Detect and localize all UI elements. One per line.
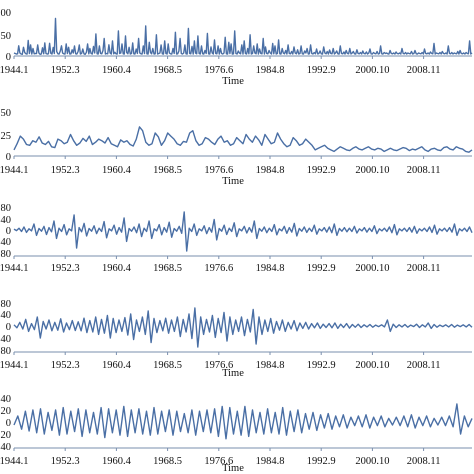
x-tick-label: 1952.3 [51, 65, 80, 76]
x-tick-label: 2000.10 [355, 65, 389, 76]
x-tick-label: 1992.9 [307, 65, 336, 76]
panel-a: 00 50 0 1944.1 1952.3 1960.4 1968.5 1976.6 1984.… [0, 8, 473, 87]
x-tick-label: 1960.4 [102, 360, 132, 371]
panel-b: 50 25 0 1944.1 1952.3 1960.4 1968.5 1976.6 1984.… [0, 108, 473, 187]
y-tick-label: 40 [1, 334, 12, 345]
y-tick-label: 20 [1, 430, 12, 441]
x-tick-label: 1960.4 [102, 263, 132, 274]
series-line [13, 17, 473, 55]
x-tick-label: 2000.10 [355, 263, 389, 274]
x-tick-label: 1968.5 [153, 360, 182, 371]
x-tick-label: 1952.3 [51, 263, 80, 274]
x-tick-label: 1952.3 [51, 360, 80, 371]
x-axis-title: Time [222, 76, 244, 87]
x-tick-label: 1992.9 [307, 456, 336, 467]
y-tick-label: 40 [1, 442, 12, 453]
x-tick-label: 1944.1 [0, 165, 28, 176]
x-tick-label: 1952.3 [51, 456, 80, 467]
x-tick-label: 1960.4 [102, 165, 132, 176]
y-tick-label: 80 [1, 203, 12, 214]
x-tick-label: 1944.1 [0, 456, 28, 467]
x-tick-label: 1976.6 [204, 263, 233, 274]
y-tick-label: 0 [6, 226, 11, 237]
x-tick-label: 1952.3 [51, 165, 80, 176]
x-tick-label: 1992.9 [307, 360, 336, 371]
x-tick-label: 1976.6 [204, 165, 233, 176]
y-tick-label: 80 [1, 346, 12, 357]
series-line [13, 403, 473, 440]
y-tick-label: 80 [1, 249, 12, 260]
x-tick-label: 2008.11 [407, 263, 441, 274]
y-tick-label: 0 [6, 152, 11, 163]
y-tick-label: 0 [6, 52, 11, 63]
x-tick-label: 1984.8 [256, 456, 285, 467]
y-tick-label: 40 [1, 394, 12, 405]
y-tick-label: 50 [1, 31, 12, 42]
y-tick-label: 40 [1, 215, 12, 226]
x-tick-label: 2008.11 [407, 360, 441, 371]
x-axis-title: Time [222, 176, 244, 187]
x-tick-label: 1984.8 [256, 360, 285, 371]
x-axis-title: Time [222, 463, 244, 474]
y-tick-label: 00 [1, 8, 12, 19]
series-line [13, 211, 473, 252]
x-tick-label: 2000.10 [355, 360, 389, 371]
x-tick-label: 1976.6 [204, 456, 233, 467]
x-tick-label: 1968.5 [153, 263, 182, 274]
y-tick-label: 0 [6, 322, 11, 333]
x-tick-label: 2008.11 [407, 456, 441, 467]
y-tick-label: 20 [1, 406, 12, 417]
x-tick-label: 1968.5 [153, 456, 182, 467]
x-tick-label: 2000.10 [355, 456, 389, 467]
x-axis-title: Time [222, 368, 244, 379]
x-tick-label: 1984.8 [256, 65, 285, 76]
y-tick-label: 50 [1, 108, 12, 119]
x-tick-label: 1968.5 [153, 165, 182, 176]
y-tick-label: 0 [6, 418, 11, 429]
x-tick-label: 1960.4 [102, 65, 132, 76]
x-tick-label: 1944.1 [0, 263, 28, 274]
x-tick-label: 1944.1 [0, 65, 28, 76]
series-line [13, 126, 473, 153]
x-tick-label: 1968.5 [153, 65, 182, 76]
x-tick-label: 1944.1 [0, 360, 28, 371]
x-tick-label: 2008.11 [407, 65, 441, 76]
x-tick-label: 2000.10 [355, 165, 389, 176]
y-tick-label: 40 [1, 237, 12, 248]
x-tick-label: 1984.8 [256, 263, 285, 274]
y-tick-label: 25 [1, 131, 12, 142]
x-tick-label: 1984.8 [256, 165, 285, 176]
x-tick-label: 1960.4 [102, 456, 132, 467]
x-tick-label: 1992.9 [307, 165, 336, 176]
y-tick-label: 80 [1, 299, 12, 310]
x-tick-label: 1976.6 [204, 360, 233, 371]
series-line [13, 307, 473, 348]
y-tick-label: 40 [1, 310, 12, 321]
x-tick-label: 2008.11 [407, 165, 441, 176]
x-tick-label: 1976.6 [204, 65, 233, 76]
x-tick-label: 1992.9 [307, 263, 336, 274]
